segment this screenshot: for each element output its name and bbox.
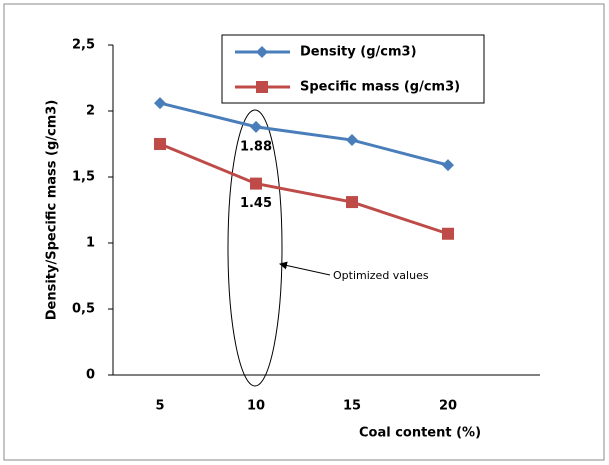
y-tick-label: 1	[86, 236, 95, 251]
point	[250, 120, 262, 133]
y-tick-label: 2,5	[72, 38, 95, 53]
point	[256, 46, 268, 58]
y-tick-label: 2	[86, 104, 95, 119]
x-axis-label: Coal content (%)	[359, 426, 481, 441]
legend-label: Specific mass (g/cm3)	[300, 80, 460, 95]
point	[154, 138, 166, 150]
highlight-ellipse	[227, 109, 283, 387]
x-tick-label: 10	[247, 399, 265, 414]
point	[154, 97, 166, 110]
series-line	[159, 101, 449, 167]
y-tick-label: 0,5	[72, 302, 95, 317]
data-label: 1.45	[240, 196, 272, 211]
y-axis-label: Density/Specific mass (g/cm3)	[45, 100, 60, 321]
y-tick-label: 0	[86, 368, 95, 383]
point	[256, 81, 268, 93]
x-tick-label: 20	[439, 399, 457, 414]
point	[346, 196, 358, 209]
legend-label: Density (g/cm3)	[300, 45, 417, 60]
series-line	[159, 142, 449, 236]
y-tick-label: 1,5	[72, 170, 95, 185]
point	[346, 134, 358, 147]
point	[442, 227, 454, 240]
point	[250, 177, 262, 190]
annotation-arrow	[279, 261, 331, 276]
x-tick-label: 5	[155, 399, 164, 414]
x-tick-label: 15	[343, 399, 361, 414]
annotation: Optimized values	[333, 269, 429, 282]
data-label: 1.88	[240, 139, 272, 154]
point	[442, 159, 454, 172]
